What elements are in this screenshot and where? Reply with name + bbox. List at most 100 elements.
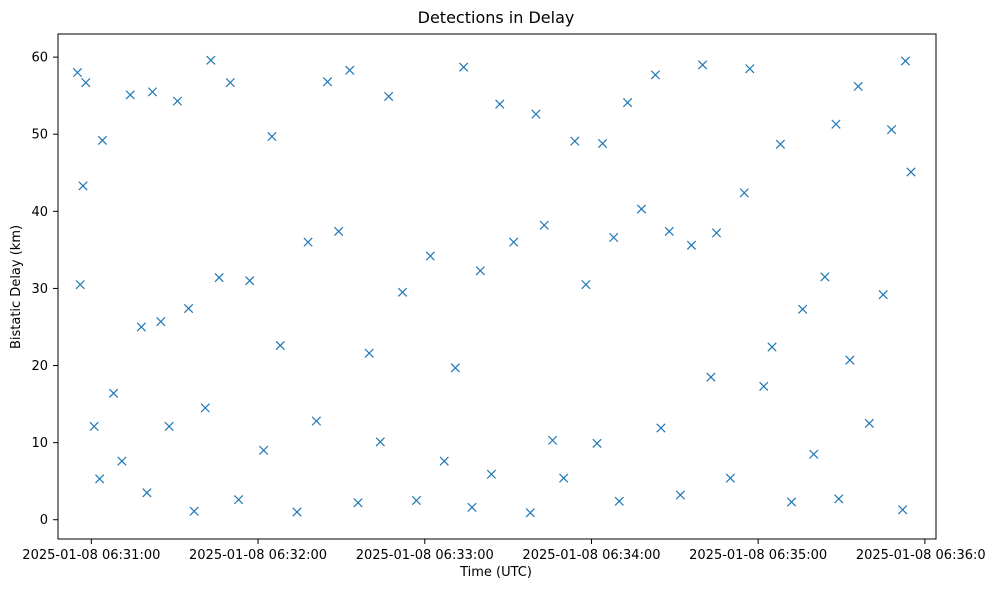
- detection-marker: [706, 372, 716, 382]
- detection-marker: [459, 62, 469, 72]
- detection-marker: [136, 322, 146, 332]
- detection-marker: [581, 279, 591, 290]
- detection-marker: [900, 56, 911, 66]
- detection-marker: [183, 303, 194, 314]
- detection-marker: [95, 474, 105, 484]
- x-tick-label: 2025-01-08 06:32:00: [189, 548, 327, 563]
- y-tick-label: 30: [31, 282, 48, 297]
- x-tick-label: 2025-01-08 06:36:00: [856, 548, 986, 563]
- detection-marker: [334, 226, 344, 236]
- detection-marker: [559, 473, 569, 483]
- detection-marker: [450, 363, 460, 373]
- detection-marker: [486, 469, 497, 479]
- detection-marker: [200, 403, 210, 413]
- detection-marker: [614, 496, 624, 506]
- detection-marker: [292, 507, 302, 517]
- detection-marker: [664, 226, 674, 236]
- detection-marker: [636, 204, 647, 214]
- detection-marker: [831, 119, 841, 129]
- detection-marker: [759, 381, 769, 391]
- detection-marker: [89, 421, 99, 432]
- detection-marker: [697, 60, 708, 70]
- detection-marker: [311, 416, 322, 426]
- detection-marker: [592, 438, 602, 449]
- detection-marker: [97, 135, 108, 146]
- detection-marker: [245, 276, 255, 286]
- detection-marker: [798, 304, 808, 314]
- detection-marker: [267, 131, 277, 142]
- detection-marker: [509, 237, 519, 247]
- detection-marker: [467, 502, 477, 513]
- detection-marker: [525, 508, 535, 518]
- detection-marker: [650, 70, 660, 80]
- detection-marker: [864, 418, 874, 428]
- detection-marker: [164, 421, 174, 432]
- detection-marker: [156, 316, 166, 327]
- detection-marker: [189, 506, 199, 516]
- detection-marker: [886, 124, 897, 135]
- detection-marker: [108, 388, 119, 398]
- plot-frame: [57, 33, 937, 540]
- detection-marker: [898, 505, 908, 515]
- x-tick-label: 2025-01-08 06:31:00: [22, 548, 160, 563]
- y-tick-label: 50: [31, 128, 48, 143]
- detection-marker: [397, 287, 408, 297]
- y-tick-label: 0: [40, 513, 48, 528]
- detection-marker: [809, 449, 819, 459]
- detection-marker: [439, 456, 449, 466]
- detection-marker: [258, 445, 269, 455]
- detection-marker: [214, 273, 224, 283]
- detection-marker: [767, 342, 777, 352]
- detection-marker: [675, 490, 686, 500]
- detection-marker: [364, 348, 374, 358]
- detection-marker: [425, 251, 435, 261]
- detection-marker: [570, 136, 580, 146]
- x-tick-label: 2025-01-08 06:34:00: [522, 548, 660, 563]
- y-tick-label: 60: [31, 51, 48, 66]
- detection-marker: [78, 181, 88, 191]
- detection-marker: [834, 494, 844, 504]
- detection-marker: [775, 139, 786, 149]
- detection-marker: [142, 488, 152, 498]
- detection-marker: [495, 99, 505, 109]
- y-axis-label: Bistatic Delay (km): [9, 225, 24, 349]
- detection-marker: [597, 138, 608, 149]
- detection-marker: [206, 55, 216, 65]
- detection-marker: [172, 96, 183, 106]
- detection-marker: [786, 497, 797, 507]
- detection-marker: [853, 81, 863, 92]
- detection-marker: [322, 77, 333, 87]
- y-tick-label: 10: [31, 436, 48, 451]
- detection-marker: [147, 87, 158, 97]
- y-tick-label: 20: [31, 359, 48, 374]
- x-tick-label: 2025-01-08 06:33:00: [356, 548, 494, 563]
- detection-marker: [353, 498, 363, 508]
- detection-marker: [845, 355, 855, 365]
- detection-marker: [711, 228, 722, 238]
- detection-marker: [117, 456, 127, 466]
- detection-marker: [275, 340, 285, 351]
- detection-marker: [820, 272, 830, 282]
- detection-marker: [125, 90, 135, 100]
- detection-marker: [622, 97, 633, 108]
- detection-marker: [725, 473, 736, 483]
- detection-marker: [547, 435, 558, 445]
- detection-marker: [656, 423, 666, 433]
- detection-marker: [539, 220, 549, 230]
- detection-markers: [72, 55, 916, 518]
- detection-marker: [906, 167, 916, 177]
- detection-marker: [686, 240, 697, 250]
- detection-marker: [531, 109, 541, 119]
- detection-marker: [475, 266, 485, 276]
- x-axis-label: Time (UTC): [459, 565, 532, 580]
- detection-marker: [375, 437, 385, 447]
- y-axis-ticks: 0 10 20 30 40 50 60: [31, 51, 58, 528]
- detection-marker: [303, 237, 313, 247]
- detection-marker: [81, 77, 91, 88]
- chart-title: Detections in Delay: [418, 8, 575, 27]
- detection-marker: [411, 495, 422, 506]
- detection-marker: [233, 495, 244, 505]
